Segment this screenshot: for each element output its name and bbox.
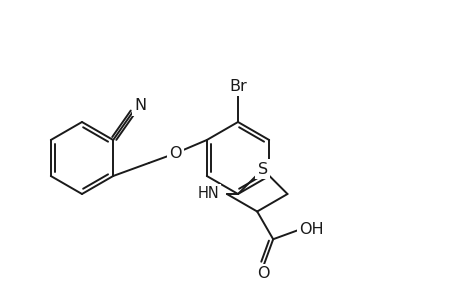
Text: O: O (168, 146, 181, 161)
Text: S: S (257, 162, 267, 177)
Text: N: N (134, 98, 146, 113)
Text: OH: OH (298, 222, 323, 237)
Text: Br: Br (229, 79, 246, 94)
Text: O: O (257, 266, 269, 281)
Text: HN: HN (197, 187, 218, 202)
